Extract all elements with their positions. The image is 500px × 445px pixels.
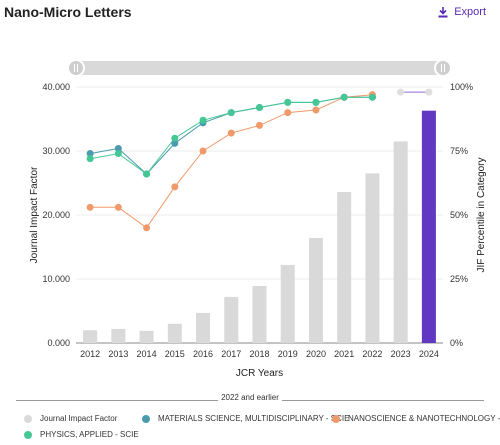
y2-tick-label: 100% — [450, 82, 473, 92]
x-tick-label: 2017 — [221, 349, 241, 359]
x-tick-label: 2018 — [249, 349, 269, 359]
point-nano-2018[interactable] — [256, 121, 263, 129]
point-physics-2020[interactable] — [312, 98, 320, 106]
x-tick-label: 2012 — [80, 349, 100, 359]
range-slider-left-handle[interactable] — [67, 59, 85, 77]
legend-label-jif: Journal Impact Factor — [40, 414, 118, 423]
jif-bar-2018[interactable] — [252, 286, 267, 343]
x-tick-label: 2015 — [165, 349, 185, 359]
jif-bar-2021[interactable] — [337, 191, 352, 343]
export-button[interactable]: Export — [438, 6, 486, 18]
x-tick-label: 2022 — [362, 349, 382, 359]
point-nano-2020[interactable] — [312, 106, 320, 114]
y-tick-label: 0.000 — [47, 338, 70, 348]
point-nano-2017[interactable] — [227, 129, 235, 137]
jif-bar-2019[interactable] — [280, 264, 295, 343]
point-physics-2016[interactable] — [199, 116, 207, 124]
legend-divider — [281, 400, 484, 401]
legend-item-jif[interactable]: Journal Impact Factor — [24, 414, 117, 423]
recent-point-2024[interactable] — [425, 88, 433, 96]
point-nano-2014[interactable] — [143, 224, 151, 232]
point-physics-2021[interactable] — [340, 93, 348, 101]
legend-label-physics: PHYSICS, APPLIED - SCIE — [40, 430, 139, 439]
legend-label-materials: MATERIALS SCIENCE, MULTIDISCIPLINARY - S… — [158, 414, 350, 423]
y-axis-title: Journal Impact Factor — [29, 166, 40, 263]
jif-bar-2012[interactable] — [83, 330, 98, 343]
point-nano-2013[interactable] — [114, 203, 122, 211]
x-tick-label: 2016 — [193, 349, 213, 359]
point-physics-2017[interactable] — [227, 109, 235, 117]
y-tick-label: 40.000 — [42, 82, 70, 92]
x-tick-label: 2014 — [137, 349, 157, 359]
jif-bar-2013[interactable] — [111, 328, 126, 343]
point-physics-2013[interactable] — [114, 150, 122, 158]
point-physics-2022[interactable] — [368, 93, 376, 101]
point-materials-2015[interactable] — [171, 139, 179, 147]
dot-orange-icon — [332, 414, 340, 423]
jif-bar-2024[interactable] — [421, 110, 436, 344]
download-icon — [438, 6, 448, 17]
jif-bar-2014[interactable] — [139, 330, 154, 343]
point-physics-2015[interactable] — [171, 134, 179, 142]
y-tick-label: 30.000 — [42, 146, 70, 156]
point-physics-2012[interactable] — [86, 155, 94, 163]
point-physics-2014[interactable] — [143, 170, 151, 178]
x-tick-label: 2024 — [419, 349, 439, 359]
jif-bar-2022[interactable] — [365, 173, 380, 343]
jcr-chart: 0.000 10.000 20.000 30.000 40.000 0% 25% 50% 75%… — [29, 59, 487, 379]
x-tick-label: 2020 — [306, 349, 326, 359]
y2-tick-label: 25% — [450, 274, 468, 284]
legend-item-physics[interactable]: PHYSICS, APPLIED - SCIE — [24, 430, 139, 439]
x-tick-label: 2021 — [334, 349, 354, 359]
x-tick-label: 2023 — [391, 349, 411, 359]
legend-label-nano: NANOSCIENCE & NANOTECHNOLOGY - SCIE — [348, 414, 500, 423]
legend-item-nano[interactable]: NANOSCIENCE & NANOTECHNOLOGY - SCIE — [332, 414, 500, 423]
range-slider-right-handle[interactable] — [434, 59, 452, 77]
legend-item-materials[interactable]: MATERIALS SCIENCE, MULTIDISCIPLINARY - S… — [142, 414, 349, 423]
y-tick-label: 10.000 — [42, 274, 70, 284]
jif-bar-2017[interactable] — [224, 296, 239, 343]
point-physics-2019[interactable] — [284, 98, 292, 106]
range-slider-track[interactable] — [70, 61, 450, 75]
jif-bar-2015[interactable] — [167, 323, 182, 343]
jif-bar-2023[interactable] — [393, 141, 408, 343]
point-nano-2015[interactable] — [171, 183, 179, 191]
export-label: Export — [454, 6, 486, 18]
recent-point-2023[interactable] — [397, 88, 405, 96]
page-title: Nano-Micro Letters — [4, 4, 132, 20]
jif-bar-2016[interactable] — [196, 312, 211, 343]
legend-group-label: 2022 and earlier — [218, 393, 282, 402]
y2-axis-title: JIF Percentile in Category — [476, 157, 487, 272]
y2-tick-label: 50% — [450, 210, 468, 220]
y-tick-label: 20.000 — [42, 210, 70, 220]
point-nano-2016[interactable] — [199, 147, 207, 155]
dot-green-icon — [24, 430, 32, 439]
point-nano-2012[interactable] — [86, 203, 94, 211]
point-physics-2018[interactable] — [256, 103, 263, 111]
x-tick-label: 2013 — [108, 349, 128, 359]
y2-tick-label: 0% — [450, 338, 463, 348]
y2-tick-label: 75% — [450, 146, 468, 156]
dot-gray-icon — [24, 414, 32, 423]
x-tick-label: 2019 — [278, 349, 298, 359]
x-axis-title: JCR Years — [236, 368, 283, 379]
jif-bar-2020[interactable] — [308, 238, 323, 343]
point-materials-2012[interactable] — [86, 150, 94, 158]
point-nano-2019[interactable] — [284, 109, 292, 117]
dot-teal-icon — [142, 414, 150, 423]
point-materials-2013[interactable] — [114, 144, 122, 152]
